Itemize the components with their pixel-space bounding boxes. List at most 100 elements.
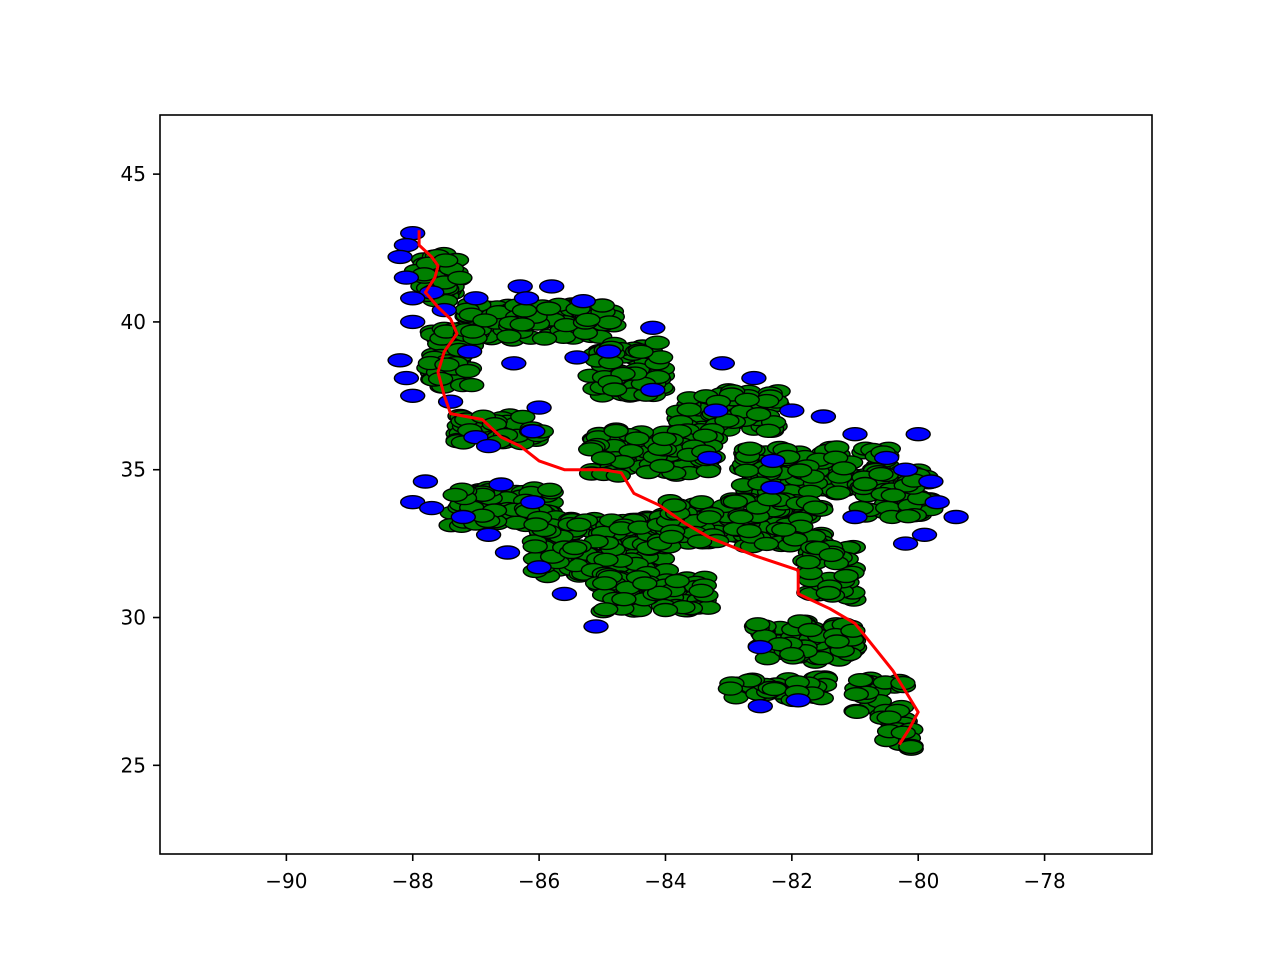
blue-marker [741,370,767,386]
green-marker [722,494,748,509]
plot-background [160,115,1152,854]
blue-marker [463,291,489,306]
y-tick-label: 40 [121,310,146,334]
green-marker [664,573,690,589]
green-marker [459,377,485,393]
blue-marker [785,693,811,708]
green-marker [575,312,601,327]
blue-marker [911,527,938,542]
green-marker [652,602,679,618]
green-marker [825,485,851,500]
green-marker [737,441,763,456]
blue-marker [419,500,445,516]
blue-marker [437,394,464,409]
green-marker [734,463,760,478]
blue-marker [526,560,552,575]
green-marker [880,488,906,503]
green-marker [661,498,687,513]
blue-marker [570,294,596,309]
green-marker [734,392,760,407]
blue-marker [842,427,868,442]
green-marker [658,529,685,545]
blue-marker [747,639,773,655]
green-marker [535,301,562,316]
blue-marker [583,619,609,634]
blue-marker [760,453,786,469]
blue-marker [539,279,565,294]
green-marker [537,482,563,497]
green-marker [895,509,921,524]
green-marker [531,331,558,346]
x-tick-label: −88 [392,869,434,893]
green-marker [510,409,536,425]
blue-marker [873,450,900,466]
blue-marker [520,495,546,510]
green-marker [824,634,850,649]
blue-marker [943,509,969,525]
blue-marker [393,370,420,386]
blue-marker [400,291,426,306]
blue-marker [488,477,514,492]
green-marker [651,431,677,447]
green-marker [795,554,821,570]
green-marker [649,458,675,474]
green-marker [624,431,650,446]
green-marker [761,681,787,697]
green-marker [847,673,874,688]
blue-marker [501,356,527,371]
green-marker [523,517,549,532]
x-tick-label: −82 [771,869,813,893]
green-marker [688,495,715,510]
green-marker [736,523,762,539]
green-marker [755,423,781,438]
green-marker [898,739,924,755]
blue-marker [400,314,426,330]
green-marker [833,568,859,584]
blue-marker [779,403,805,418]
green-marker [596,315,622,330]
green-marker [593,602,619,617]
green-marker [592,576,618,591]
blue-marker [400,388,426,403]
y-tick-label: 30 [121,606,146,630]
blue-marker [709,356,735,371]
green-marker [831,461,857,476]
green-marker [818,547,844,563]
green-marker [692,428,718,443]
y-axis: 25 30 35 40 45 [121,162,160,777]
route [417,230,920,746]
blue-marker [456,344,483,359]
blue-marker [393,237,420,253]
blue-marker [494,545,521,560]
blue-marker [393,270,420,285]
green-marker [496,329,522,344]
green-marker [815,585,841,601]
green-marker [797,622,823,638]
green-marker [756,492,782,507]
green-marker [745,407,772,422]
green-marker [771,522,797,537]
green-marker [447,270,473,286]
green-marker [844,704,870,719]
x-tick-label: −78 [1023,869,1065,893]
blue-marker [595,344,622,359]
blue-marker [507,279,533,294]
green-marker [802,500,828,515]
blue-marker [450,509,476,525]
green-marker [717,681,744,696]
blue-marker [564,350,590,365]
blue-marker [697,450,723,466]
x-tick-label: −84 [644,869,686,893]
green-marker [509,317,535,332]
y-tick-label: 45 [121,162,146,186]
green-marker [728,509,754,525]
blue-marker [640,382,666,398]
blue-marker [892,536,919,551]
blue-marker [747,699,773,714]
blue-marker [842,509,868,525]
green-marker [868,466,894,482]
green-marker [688,583,714,598]
blue-marker [387,249,413,265]
green-marker [566,517,592,532]
